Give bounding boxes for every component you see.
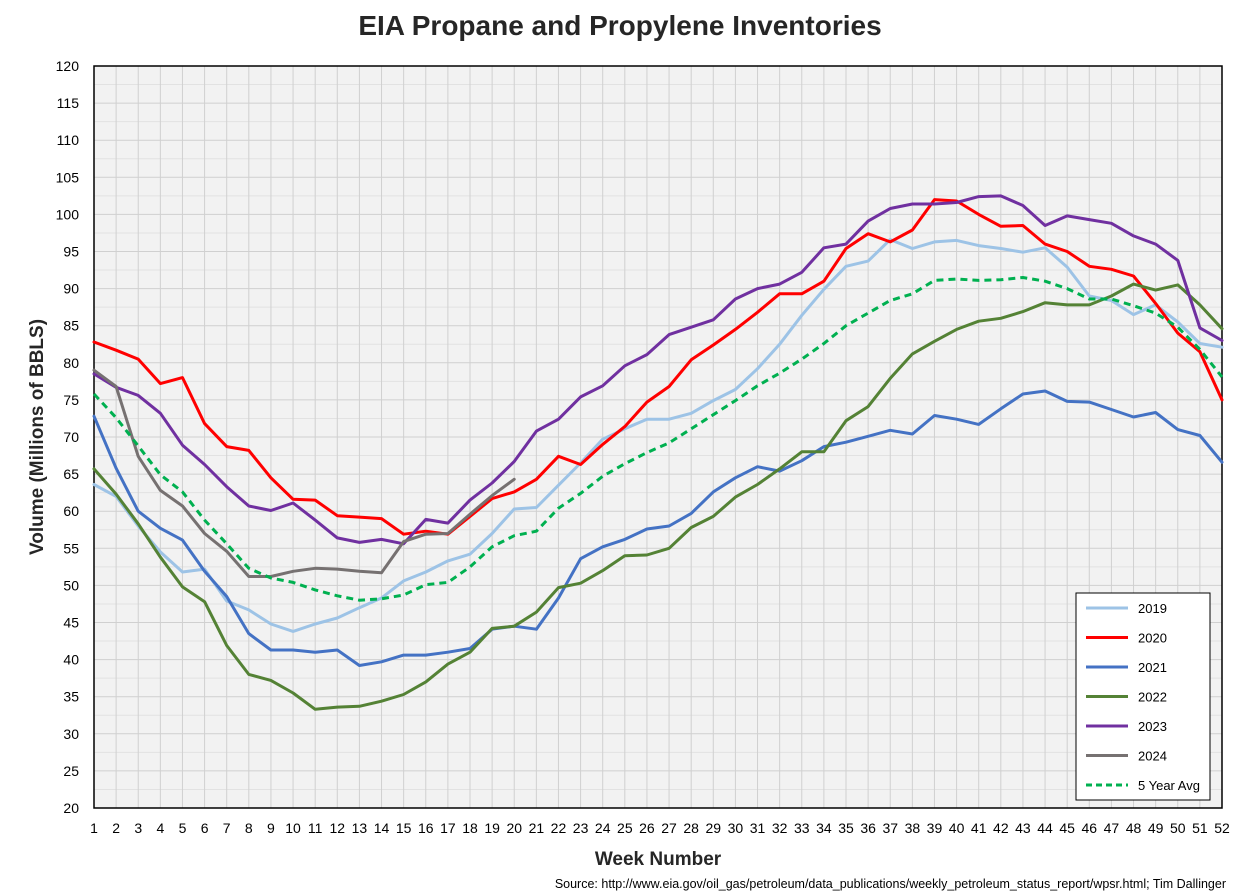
y-tick-label: 110 [57,132,80,148]
legend-label: 2024 [1138,749,1167,764]
x-tick-label: 18 [462,820,478,836]
x-tick-label: 2 [112,820,120,836]
legend: 2019 2020 2021 2022 2023 2024 5 Year Avg [1075,592,1211,801]
y-tick-label: 25 [63,763,79,779]
y-tick-label: 55 [63,540,79,556]
y-tick-label: 60 [63,503,79,519]
x-tick-label: 45 [1059,820,1075,836]
y-tick-label: 100 [56,206,80,222]
x-tick-label: 52 [1214,820,1230,836]
x-tick-label: 33 [794,820,810,836]
y-tick-label: 65 [63,466,79,482]
series-line-2023 [92,194,1224,546]
y-tick-label: 40 [63,652,79,668]
x-tick-label: 43 [1015,820,1031,836]
x-tick-label: 29 [706,820,722,836]
x-tick-label: 30 [728,820,744,836]
x-tick-label: 9 [267,820,275,836]
y-tick-label: 50 [63,577,79,593]
source-note: Source: http://www.eia.gov/oil_gas/petro… [554,877,1226,891]
x-tick-label: 36 [860,820,876,836]
x-tick-label: 3 [134,820,142,836]
x-tick-label: 19 [484,820,500,836]
x-tick-label: 17 [440,820,456,836]
y-tick-label: 115 [57,95,80,111]
series-line-2024 [92,368,516,578]
plot-border [93,65,1223,809]
x-tick-label: 15 [396,820,412,836]
y-tick-label: 80 [63,355,79,371]
x-tick-label: 38 [905,820,921,836]
y-tick-label: 30 [63,726,79,742]
x-tick-label: 47 [1104,820,1120,836]
series-line-2019 [92,238,1224,633]
x-tick-label: 5 [179,820,187,836]
y-tick-label: 75 [63,392,79,408]
series-line-2020 [92,198,1224,536]
y-tick-label: 120 [56,58,80,74]
x-tick-label: 6 [201,820,209,836]
x-tick-label: 12 [330,820,346,836]
x-tick-label: 35 [838,820,854,836]
x-tick-label: 1 [90,820,98,836]
x-tick-label: 22 [551,820,567,836]
y-tick-label: 20 [63,800,79,816]
y-tick-label: 105 [56,169,80,185]
x-tick-label: 37 [882,820,898,836]
x-tick-label: 44 [1037,820,1053,836]
series-line-2021 [92,389,1224,667]
x-tick-label: 48 [1126,820,1142,836]
gridlines [93,65,1223,809]
x-tick-label: 31 [750,820,766,836]
y-axis-title: Volume (Millions of BBLS) [27,319,48,555]
y-tick-label: 70 [63,429,79,445]
y-tick-label: 85 [63,318,79,334]
x-tick-label: 4 [156,820,164,836]
series-line-5-year-avg [92,276,1224,602]
x-tick-label: 16 [418,820,434,836]
x-tick-label: 23 [573,820,589,836]
x-tick-label: 28 [683,820,699,836]
legend-label: 2022 [1138,690,1167,705]
series-line-2022 [92,282,1224,711]
x-tick-label: 49 [1148,820,1164,836]
y-tick-label: 35 [63,689,79,705]
x-tick-label: 27 [661,820,677,836]
x-axis-ticks: 1 2 3 4 5 6 7 8 9 10 11 12 13 14 15 16 17 18 19 20 21 22 23 24 2… [90,820,1230,836]
x-tick-label: 50 [1170,820,1186,836]
x-tick-label: 13 [352,820,368,836]
x-tick-label: 46 [1082,820,1098,836]
x-axis-title: Week Number [595,849,722,870]
x-tick-label: 8 [245,820,253,836]
chart-title: EIA Propane and Propylene Inventories [358,10,882,41]
x-tick-label: 21 [529,820,545,836]
series-lines [92,194,1224,711]
x-tick-label: 14 [374,820,390,836]
x-tick-label: 20 [506,820,522,836]
y-tick-label: 90 [63,281,79,297]
x-tick-label: 34 [816,820,832,836]
x-tick-label: 42 [993,820,1009,836]
legend-label: 5 Year Avg [1138,778,1200,793]
y-axis-ticks: 20 25 30 35 40 45 50 55 60 65 70 75 80 85 90 95 100 105 11… [56,58,80,816]
legend-label: 2020 [1138,631,1167,646]
legend-label: 2019 [1138,601,1167,616]
legend-label: 2023 [1138,719,1167,734]
x-tick-label: 24 [595,820,611,836]
x-tick-label: 32 [772,820,788,836]
y-tick-label: 45 [63,615,79,631]
x-tick-label: 51 [1192,820,1208,836]
y-tick-label: 95 [63,244,79,260]
x-tick-label: 7 [223,820,231,836]
x-tick-label: 25 [617,820,633,836]
x-tick-label: 10 [285,820,301,836]
x-tick-label: 39 [927,820,943,836]
legend-label: 2021 [1138,660,1167,675]
x-tick-label: 11 [308,820,323,836]
x-tick-label: 40 [949,820,965,836]
x-tick-label: 41 [971,820,987,836]
x-tick-label: 26 [639,820,655,836]
